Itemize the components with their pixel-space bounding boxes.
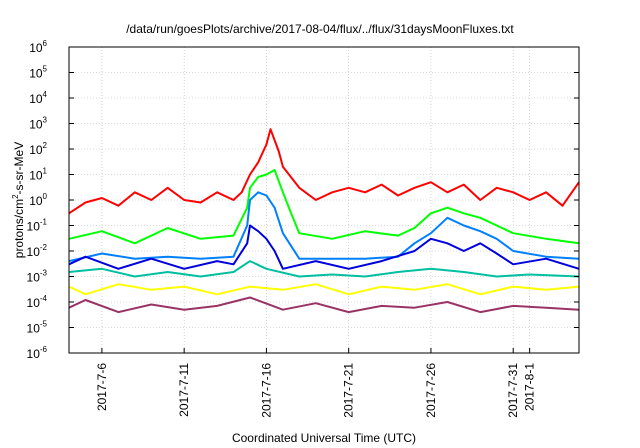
x-axis: 2017-7-6 2017-7-11 2017-7-16 2017-7-21 2017-… xyxy=(95,348,537,418)
series-line-5 xyxy=(68,260,580,278)
x-axis-label: Coordinated Universal Time (UTC) xyxy=(232,431,416,445)
x-tick-label: 2017-7-16 xyxy=(259,363,273,418)
x-tick-label: 2017-7-6 xyxy=(95,363,109,411)
x-tick-label: 2017-7-11 xyxy=(177,363,191,417)
series-line-6 xyxy=(68,283,580,296)
series-line-7 xyxy=(68,296,580,314)
y-tick-label: 10-6 xyxy=(27,345,48,361)
series-line-2 xyxy=(68,169,580,245)
y-tick-label: 102 xyxy=(29,141,47,157)
x-tick-label: 2017-7-21 xyxy=(342,363,356,418)
y-axis: 10-6 10-5 10-4 10-3 10-2 10-1 100 101 102 103 104 1… xyxy=(27,39,579,361)
y-tick-label: 104 xyxy=(29,90,47,106)
y-tick-label: 10-4 xyxy=(27,294,48,310)
series-line-3 xyxy=(68,191,580,263)
y-tick-label: 10-5 xyxy=(27,320,48,336)
x-tick-label: 2017-7-31 xyxy=(506,363,520,418)
y-tick-label: 101 xyxy=(29,167,47,183)
series-lines xyxy=(68,128,580,314)
chart-title: /data/run/goesPlots/archive/2017-08-04/f… xyxy=(126,22,514,36)
y-tick-label: 100 xyxy=(29,192,47,208)
x-tick-label: 2017-8-1 xyxy=(523,363,537,411)
y-tick-label: 105 xyxy=(29,65,47,81)
series-line-4 xyxy=(68,224,580,270)
y-tick-label: 10-3 xyxy=(27,269,48,285)
y-tick-label: 10-2 xyxy=(27,243,48,259)
y-tick-label: 103 xyxy=(29,116,47,132)
y-axis-label: protons/cm2-s-sr-MeV xyxy=(11,142,26,258)
y-tick-label: 10-1 xyxy=(27,218,48,234)
series-line-1 xyxy=(68,128,580,215)
y-tick-label: 106 xyxy=(29,39,47,55)
x-tick-label: 2017-7-26 xyxy=(424,363,438,418)
